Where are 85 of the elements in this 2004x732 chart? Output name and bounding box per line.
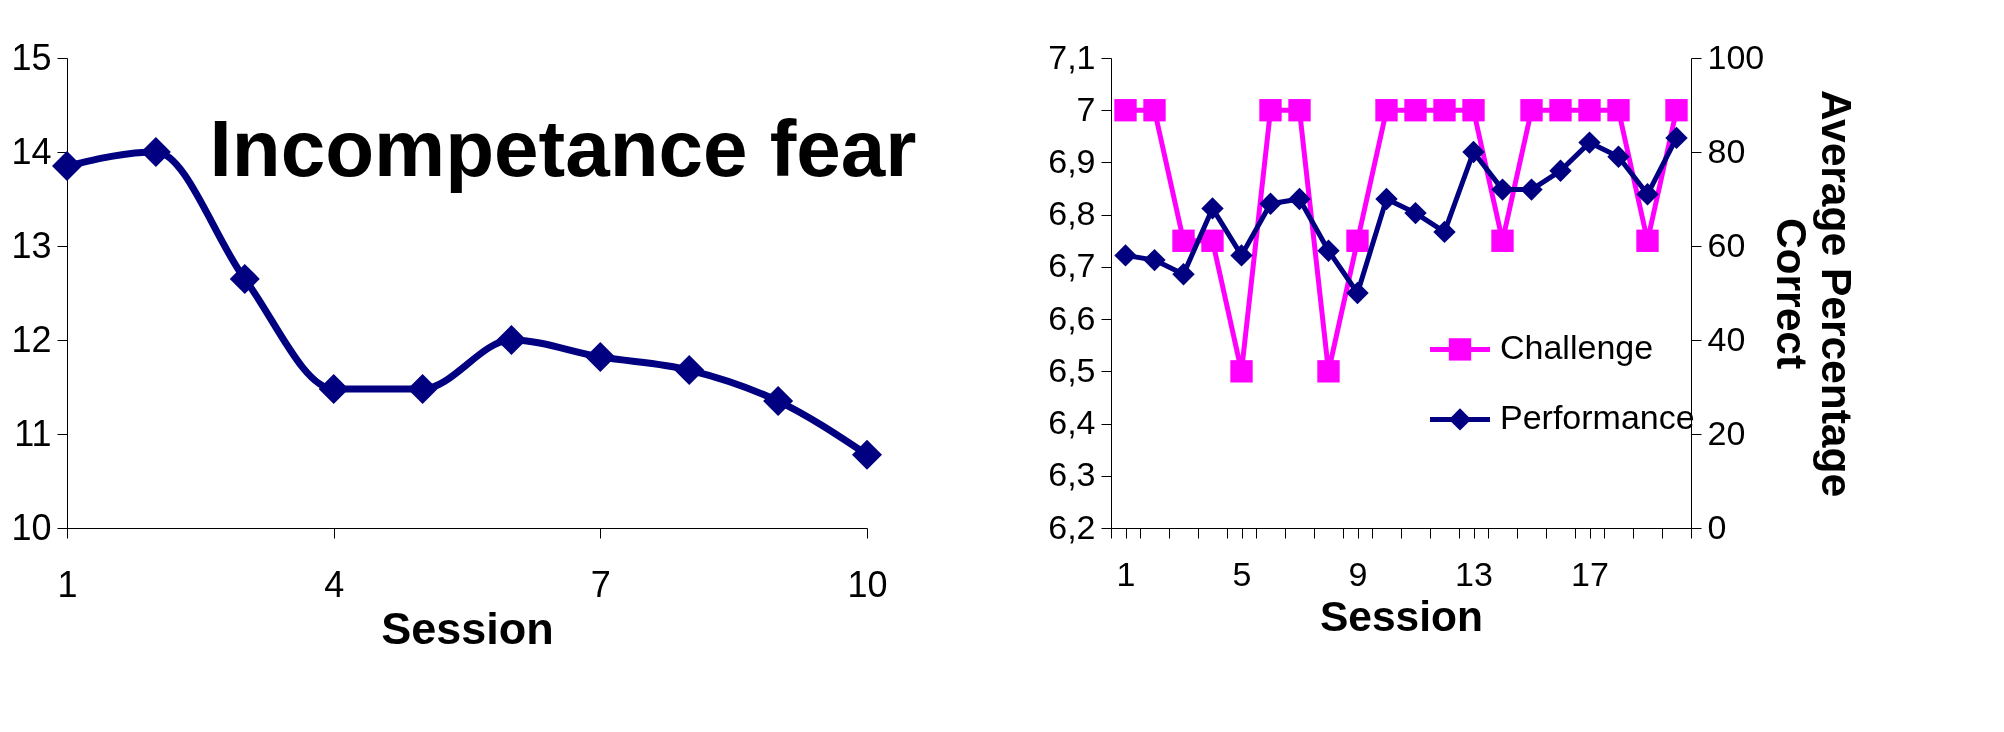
y-tick-label: 10 [11, 506, 52, 548]
point [852, 439, 882, 470]
point [1462, 99, 1485, 122]
x-tick-label: 1 [57, 563, 78, 605]
point [674, 355, 705, 386]
y-tick-label: 11 [14, 412, 52, 454]
x-tick-label: 17 [1571, 554, 1609, 593]
y2-tick-label: 80 [1707, 131, 1746, 170]
y-tick-label: 6,8 [1048, 194, 1096, 233]
y-tick-label: 6,5 [1048, 350, 1096, 389]
point [52, 151, 82, 182]
point [763, 386, 794, 417]
x-tick-label: 13 [1455, 554, 1493, 593]
point [1317, 360, 1340, 383]
point [1346, 229, 1369, 252]
y-tick-label: 15 [11, 36, 52, 78]
point [1114, 244, 1137, 267]
point [1578, 99, 1601, 122]
y-tick-label: 12 [11, 318, 52, 360]
point [1636, 183, 1659, 206]
point [1346, 281, 1369, 305]
x-axis-title: Session [381, 602, 554, 654]
point [1375, 187, 1398, 211]
point [1665, 99, 1688, 122]
x-tick-label: 4 [324, 563, 345, 605]
y-tick-label: 6,7 [1048, 246, 1096, 285]
point [1201, 229, 1224, 252]
y-tick-label: 14 [11, 130, 52, 172]
point [1607, 99, 1630, 122]
point [1404, 99, 1427, 122]
x-tick-label: 5 [1232, 554, 1252, 593]
annotation: Incompetance fear [209, 104, 917, 193]
point [1578, 131, 1601, 154]
y2-tick-label: 0 [1707, 507, 1727, 546]
point [1433, 220, 1456, 244]
point [585, 341, 616, 372]
y-tick-label: 6,2 [1048, 507, 1096, 546]
point [1375, 99, 1398, 122]
y-tick-label: 7 [1076, 89, 1096, 128]
y-tick-label: 6,9 [1048, 141, 1096, 180]
point [1549, 99, 1572, 122]
point [1143, 248, 1166, 272]
y2-tick-label: 100 [1707, 37, 1765, 76]
y2-axis-title: Average Percentage Correct [1768, 89, 1860, 498]
y-tick-label: 7,1 [1048, 37, 1096, 76]
point [1288, 187, 1311, 211]
y-tick-label: 6,3 [1048, 455, 1096, 494]
y-tick-label: 13 [11, 224, 52, 266]
y2-tick-label: 20 [1707, 413, 1746, 452]
point [496, 325, 527, 355]
point [1201, 197, 1224, 220]
point [1114, 99, 1137, 122]
point [1491, 229, 1514, 252]
y-tick-label: 6,4 [1048, 403, 1096, 442]
point [1259, 192, 1282, 215]
point [1636, 229, 1659, 252]
point [1288, 99, 1311, 122]
point [1230, 244, 1253, 267]
point [1259, 99, 1282, 122]
point [1491, 178, 1514, 201]
point [229, 263, 260, 294]
y2-tick-label: 40 [1707, 319, 1746, 358]
legend-label: Challenge [1500, 328, 1654, 367]
y2-tick-label: 60 [1707, 225, 1746, 264]
y-tick-label: 6,6 [1048, 298, 1096, 337]
point [1404, 201, 1427, 225]
point [1143, 99, 1166, 122]
point [1172, 263, 1195, 286]
point [1607, 145, 1630, 168]
point [1520, 178, 1543, 201]
point [1317, 239, 1340, 262]
point [1665, 126, 1688, 150]
point [1462, 140, 1485, 164]
x-tick-label: 10 [847, 563, 888, 605]
point [1433, 99, 1456, 122]
x-tick-label: 7 [590, 563, 611, 605]
point [1230, 360, 1253, 383]
point [407, 373, 438, 404]
x-tick-label: 1 [1116, 554, 1136, 593]
point [318, 373, 349, 404]
point [1520, 99, 1543, 122]
point [1172, 229, 1195, 252]
x-axis-title: Session [1320, 592, 1483, 640]
point [1549, 159, 1572, 182]
x-tick-label: 9 [1348, 554, 1368, 593]
